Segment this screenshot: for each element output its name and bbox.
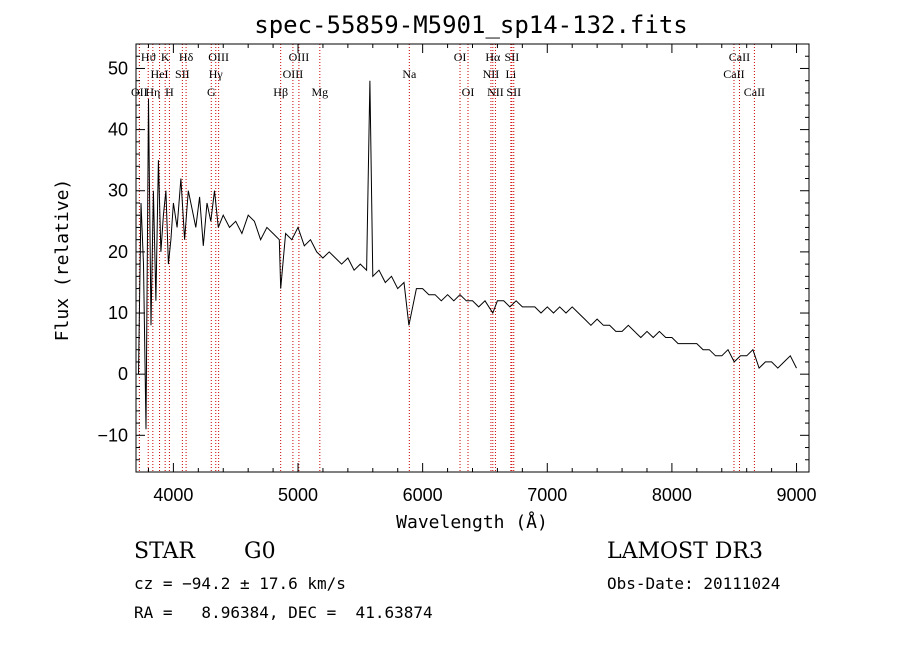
x-tick-label: 5000 [278, 485, 318, 505]
chart-title: spec-55859-M5901_sp14-132.fits [254, 11, 687, 39]
x-tick-label: 8000 [652, 485, 692, 505]
y-tick-label: 30 [108, 181, 128, 201]
coordinates: RA = 8.96384, DEC = 41.63874 [134, 603, 433, 622]
series-flux [138, 80, 797, 430]
line-label: G [207, 85, 216, 99]
line-label: K [161, 50, 170, 64]
line-label: OI [454, 50, 467, 64]
line-label: Hη [145, 85, 160, 99]
line-label: OIII [208, 50, 229, 64]
line-label: SII [175, 67, 190, 81]
obs-date: Obs-Date: 20111024 [607, 574, 781, 593]
line-label: CaII [723, 67, 744, 81]
line-label: Hα [485, 50, 501, 64]
line-label: Mg [311, 85, 328, 99]
line-label: OII [131, 85, 148, 99]
redshift-cz: cz = −94.2 ± 17.6 km/s [134, 574, 346, 593]
axis-ticks: 4000 5000 6000 7000 8000 9000 −10 0 10 20 30 40 50 [97, 43, 817, 505]
y-tick-label: 50 [108, 58, 128, 78]
object-subclass: G0 [244, 539, 276, 564]
x-tick-label: 6000 [403, 485, 443, 505]
line-label: Hβ [273, 85, 288, 99]
y-tick-label: 20 [108, 242, 128, 262]
line-label: SII [506, 85, 521, 99]
x-tick-label: 9000 [777, 485, 817, 505]
line-label: HeI [151, 67, 169, 81]
y-tick-label: −10 [97, 425, 128, 445]
line-label: CaII [729, 50, 750, 64]
y-tick-label: 0 [118, 364, 128, 384]
line-label: CaII [744, 85, 765, 99]
y-tick-label: 40 [108, 120, 128, 140]
line-markers [138, 44, 755, 472]
line-label: Li [506, 67, 517, 81]
y-axis-label: Flux (relative) [52, 179, 73, 342]
line-label: OI [462, 85, 475, 99]
x-axis-label: Wavelength (Å) [396, 511, 548, 533]
x-tick-label: 7000 [527, 485, 567, 505]
survey-name: LAMOST DR3 [607, 539, 763, 564]
line-label: Hγ [209, 67, 224, 81]
line-label: OIII [289, 50, 310, 64]
line-label: H [165, 85, 174, 99]
line-label: Na [402, 67, 417, 81]
line-label: SII [505, 50, 520, 64]
x-tick-label: 4000 [153, 485, 193, 505]
line-label: Hδ [179, 50, 194, 64]
object-class: STAR [134, 539, 195, 564]
line-label: OIII [283, 67, 304, 81]
plot-frame [135, 43, 810, 473]
line-label: Hϑ [141, 50, 156, 64]
y-tick-label: 10 [108, 303, 128, 323]
line-label: NII [487, 85, 504, 99]
plot-series [138, 80, 797, 430]
line-label: NII [483, 67, 500, 81]
